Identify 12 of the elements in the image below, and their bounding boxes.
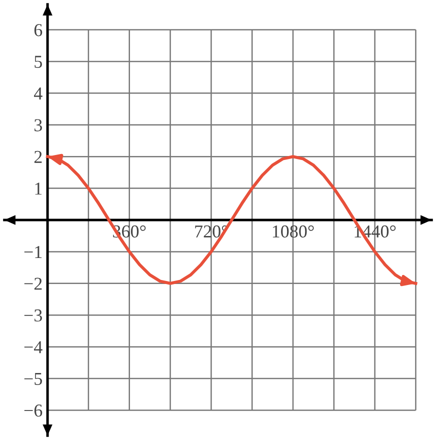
y-tick-label: 1 — [35, 182, 42, 195]
y-tick-label: 5 — [34, 56, 42, 68]
y-tick-label: 3 — [34, 119, 42, 132]
y-tick-label: −4 — [24, 341, 42, 354]
y-tick-label: −5 — [24, 372, 42, 385]
y-tick-label: 2 — [34, 150, 42, 163]
y-tick-label: −2 — [24, 278, 42, 290]
y-tick-label: 6 — [34, 24, 42, 36]
y-tick-label: −1 — [24, 246, 42, 258]
y-tick-label: 4 — [34, 88, 42, 100]
y-tick-label: −3 — [24, 309, 42, 322]
y-tick-label: −6 — [24, 404, 42, 417]
